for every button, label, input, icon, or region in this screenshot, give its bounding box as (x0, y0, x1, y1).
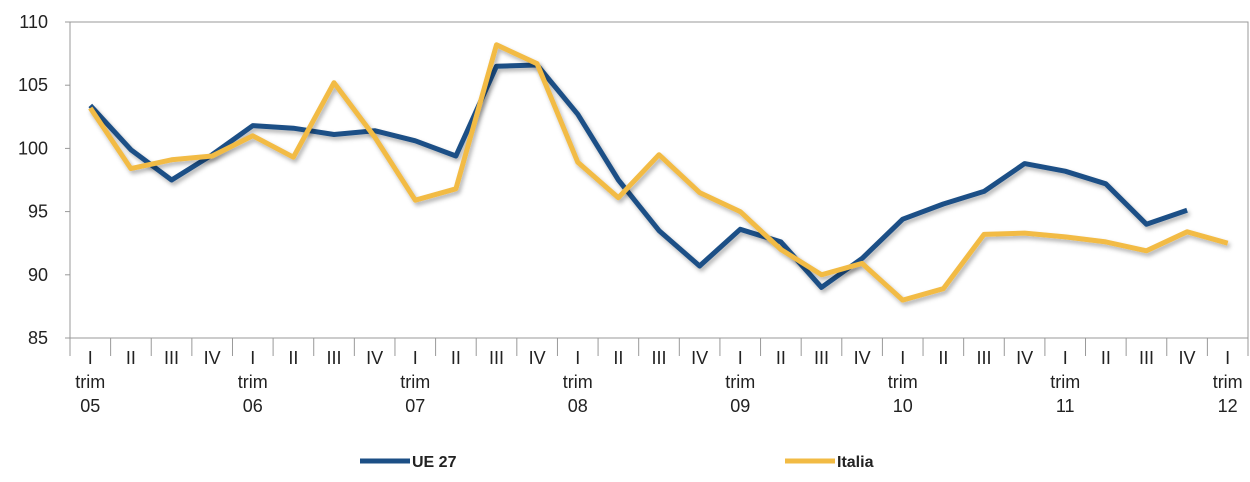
x-tick-label: IV (1016, 348, 1033, 368)
y-tick-label: 95 (28, 202, 48, 222)
x-tick-label: II (1101, 348, 1111, 368)
y-tick-label: 90 (28, 265, 48, 285)
y-tick-label: 105 (18, 75, 48, 95)
legend-label: Italia (837, 454, 874, 471)
x-tick-label: III (651, 348, 666, 368)
x-tick-label: IV (691, 348, 708, 368)
x-tick-label: III (327, 348, 342, 368)
y-tick-label: 110 (19, 12, 48, 32)
x-tick-label: II (776, 348, 786, 368)
x-tick-label: II (938, 348, 948, 368)
x-tick-label: III (1139, 348, 1154, 368)
x-tick-label: II (288, 348, 298, 368)
y-tick-label: 85 (28, 328, 48, 348)
x-tick-label: III (814, 348, 829, 368)
x-tick-label: IV (366, 348, 383, 368)
x-tick-label: II (126, 348, 136, 368)
x-tick-label: IV (204, 348, 221, 368)
y-tick-label: 100 (18, 138, 48, 158)
plot-frame (69, 21, 1249, 339)
x-tick-label: III (976, 348, 991, 368)
x-tick-label: IV (529, 348, 546, 368)
series-line (88, 62, 1188, 290)
x-tick-label: II (613, 348, 623, 368)
x-tick-label: IV (854, 348, 871, 368)
series-line (88, 42, 1229, 303)
x-tick-label: III (489, 348, 504, 368)
x-tick-label: IV (1179, 348, 1196, 368)
x-tick-label: II (451, 348, 461, 368)
x-tick-label: III (164, 348, 179, 368)
legend-label: UE 27 (412, 454, 457, 471)
